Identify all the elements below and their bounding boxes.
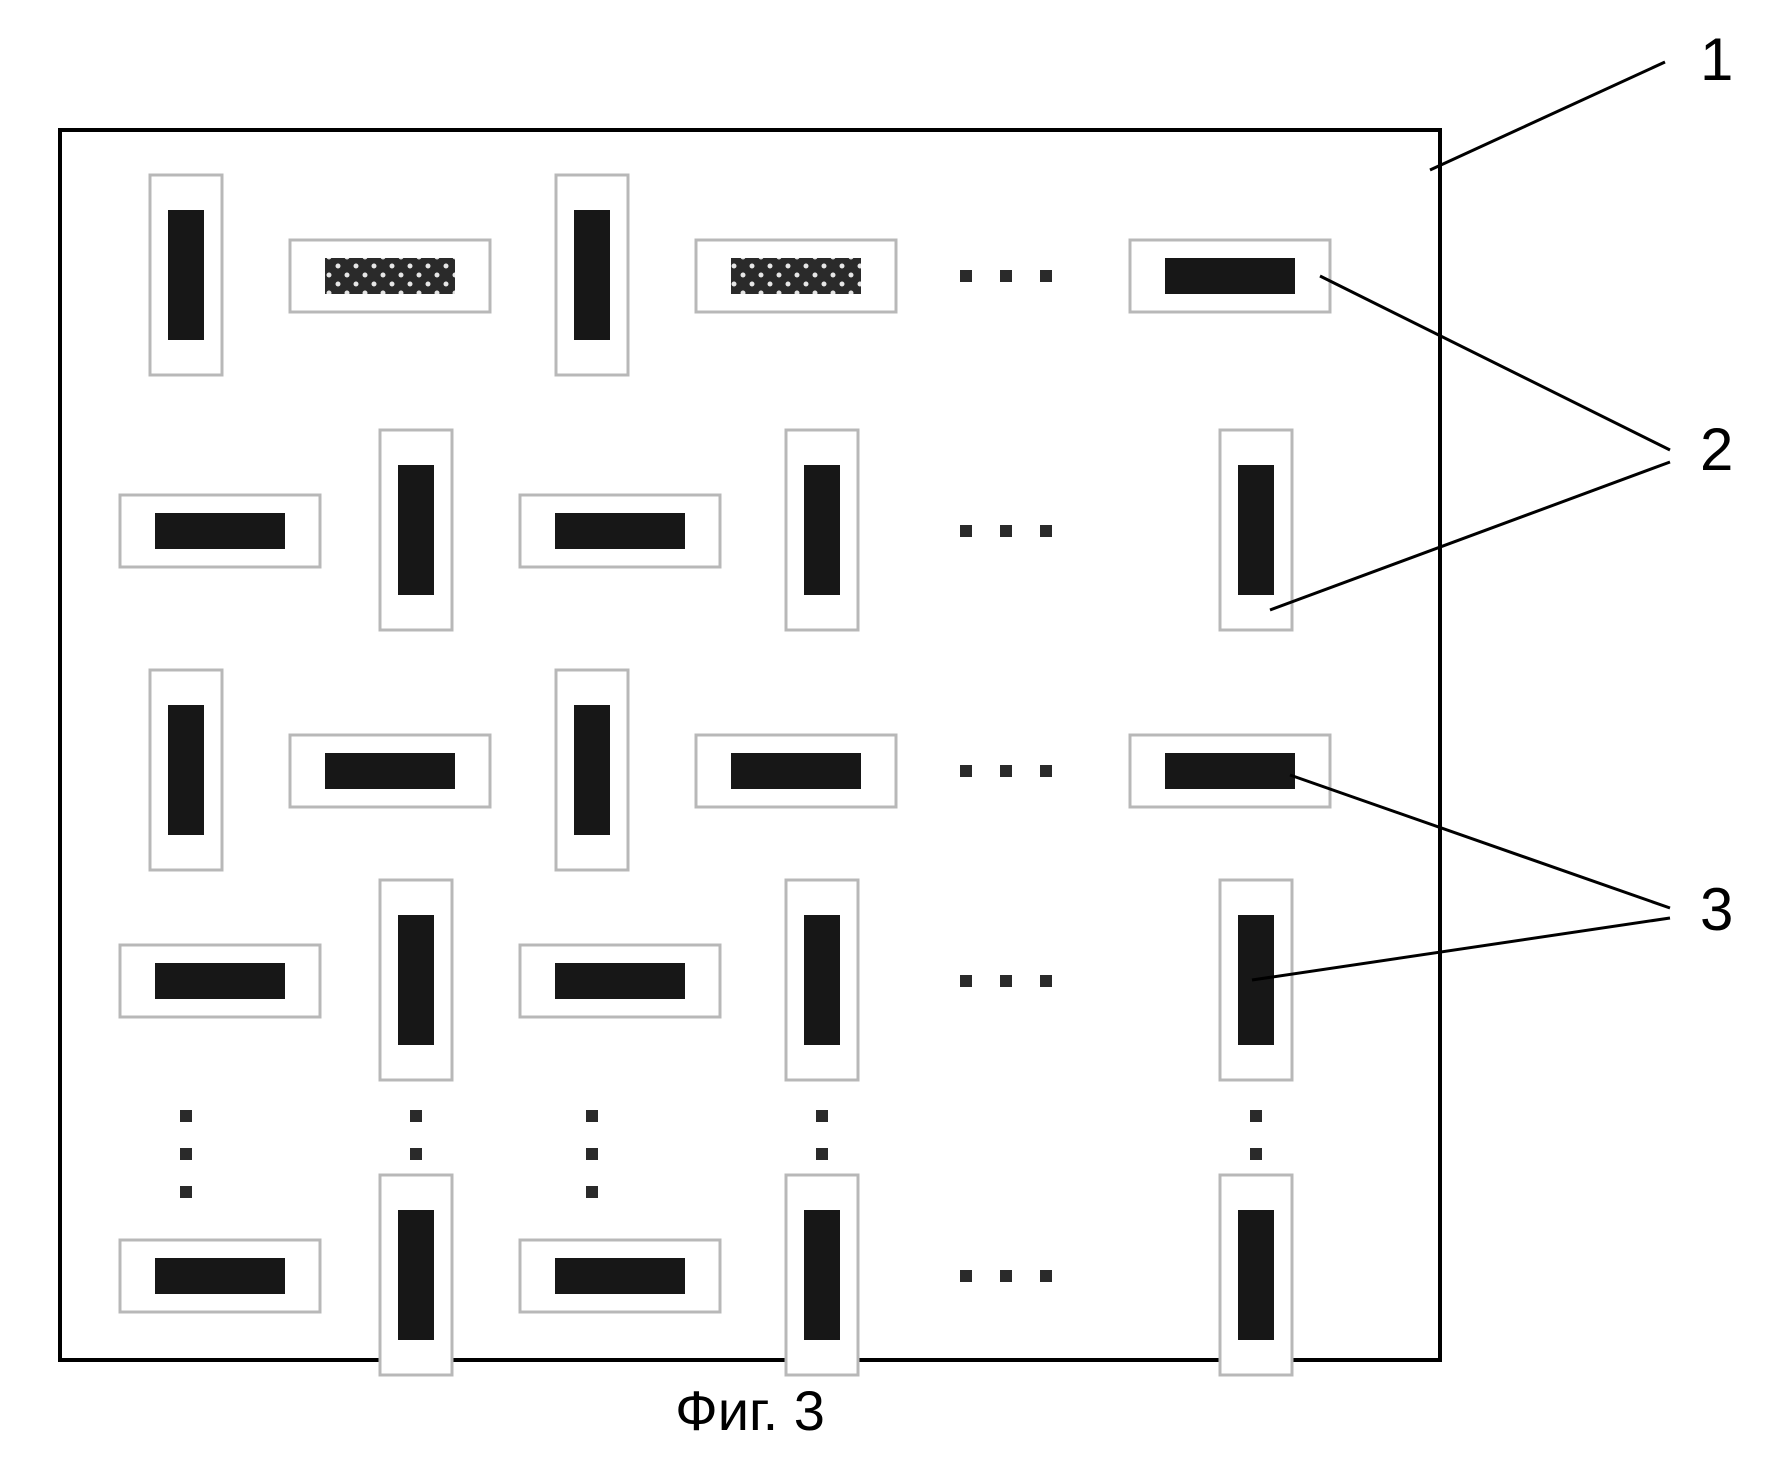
unit-inner [398,465,434,595]
unit-inner [555,963,685,999]
array-unit [290,735,490,807]
array-unit [520,945,720,1017]
callout-label-2: 2 [1700,416,1733,483]
array-unit [520,1240,720,1312]
unit-inner [804,1210,840,1340]
ellipsis-dot [180,1148,192,1160]
unit-inner [398,1210,434,1340]
unit-inner [1238,1210,1274,1340]
unit-inner [168,705,204,835]
array-unit [150,670,222,870]
ellipsis-dot [1000,270,1012,282]
ellipsis-dot [1000,765,1012,777]
ellipsis-dot [960,765,972,777]
ellipsis-dot [1000,525,1012,537]
array-unit [786,1175,858,1375]
unit-inner [155,1258,285,1294]
array-unit [150,175,222,375]
ellipsis-dot [960,525,972,537]
figure-svg: 1 2 3 Фиг. 3 [0,0,1777,1468]
unit-inner [325,258,455,294]
unit-inner [398,915,434,1045]
callout-label-3: 3 [1700,876,1733,943]
unit-inner [168,210,204,340]
array-unit [380,1175,452,1375]
array-unit [380,430,452,630]
unit-inner [1165,753,1295,789]
ellipsis-dot [180,1110,192,1122]
ellipsis-dot [1250,1148,1262,1160]
array-unit [120,945,320,1017]
array-unit [290,240,490,312]
unit-inner [731,258,861,294]
figure-caption: Фиг. 3 [675,1379,825,1442]
array-unit [380,880,452,1080]
unit-inner [555,1258,685,1294]
callout-leader [1430,62,1665,170]
ellipsis-dot [1000,975,1012,987]
ellipsis-dot [586,1148,598,1160]
callout-label-1: 1 [1700,26,1733,93]
ellipsis-dot [960,975,972,987]
array-unit [1130,240,1330,312]
ellipsis-dot [1040,975,1052,987]
array-unit [786,430,858,630]
unit-inner [555,513,685,549]
unit-inner [155,963,285,999]
unit-inner [804,915,840,1045]
ellipsis-dot [816,1148,828,1160]
array-unit [556,670,628,870]
unit-inner [1238,465,1274,595]
ellipsis-dot [586,1110,598,1122]
unit-inner [574,705,610,835]
unit-inner [325,753,455,789]
unit-inner [574,210,610,340]
ellipsis-dot [1040,270,1052,282]
ellipsis-dot [816,1110,828,1122]
ellipsis-dot [586,1186,598,1198]
array-unit [556,175,628,375]
array-unit [120,495,320,567]
ellipsis-dot [1250,1110,1262,1122]
ellipsis-dot [1000,1270,1012,1282]
ellipsis-dot [960,1270,972,1282]
array-unit [696,735,896,807]
array-unit [786,880,858,1080]
array-unit [120,1240,320,1312]
ellipsis-dot [1040,1270,1052,1282]
ellipsis-dot [410,1110,422,1122]
ellipsis-dot [410,1148,422,1160]
ellipsis-dot [960,270,972,282]
ellipsis-dot [180,1186,192,1198]
unit-inner [731,753,861,789]
array-unit [696,240,896,312]
unit-inner [155,513,285,549]
figure-stage: 1 2 3 Фиг. 3 [0,0,1777,1468]
unit-inner [1165,258,1295,294]
array-unit [1220,1175,1292,1375]
unit-inner [804,465,840,595]
array-unit [1220,430,1292,630]
array-unit [520,495,720,567]
array-unit [1130,735,1330,807]
ellipsis-dot [1040,765,1052,777]
ellipsis-dot [1040,525,1052,537]
